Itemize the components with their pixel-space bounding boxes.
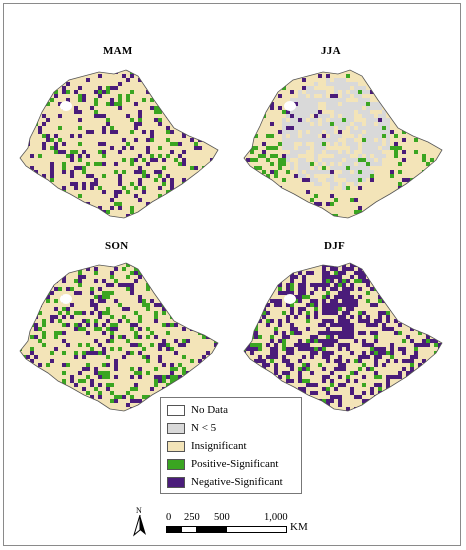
figure-frame	[3, 3, 461, 546]
legend-item-negative-significant: Negative-Significant	[167, 475, 283, 489]
north-arrow-label: N	[136, 506, 142, 515]
legend-swatch	[167, 476, 185, 488]
legend: No Data N < 5 Insignificant Positive-Sig…	[160, 397, 302, 494]
legend-item-insignificant: Insignificant	[167, 439, 247, 453]
legend-label: N < 5	[191, 422, 217, 434]
map-mam	[19, 69, 219, 219]
legend-label: Insignificant	[191, 440, 247, 452]
scale-bar-graphic	[166, 526, 287, 533]
map-jja	[243, 69, 443, 219]
scale-bar: 0 250 500 1,000 KM	[140, 506, 340, 546]
panel-title-son: SON	[105, 240, 129, 252]
legend-label: Negative-Significant	[191, 476, 283, 488]
scale-tick-1000: 1,000	[264, 512, 288, 523]
legend-swatch	[167, 422, 185, 434]
legend-swatch	[167, 458, 185, 470]
north-arrow: N	[132, 506, 148, 537]
legend-item-n-less-5: N < 5	[167, 421, 216, 435]
map-son	[19, 262, 219, 412]
scale-tick-500: 500	[214, 512, 230, 523]
legend-item-positive-significant: Positive-Significant	[167, 457, 278, 471]
scale-unit: KM	[290, 521, 308, 533]
panel-title-mam: MAM	[103, 45, 133, 57]
legend-item-no-data: No Data	[167, 403, 228, 417]
scale-tick-250: 250	[184, 512, 200, 523]
legend-label: No Data	[191, 404, 228, 416]
legend-swatch	[167, 404, 185, 416]
scale-tick-0: 0	[166, 512, 172, 523]
legend-swatch	[167, 440, 185, 452]
legend-label: Positive-Significant	[191, 458, 279, 470]
map-djf	[243, 262, 443, 412]
panel-title-djf: DJF	[324, 240, 346, 252]
panel-title-jja: JJA	[321, 45, 341, 57]
north-arrow-icon	[133, 515, 146, 537]
